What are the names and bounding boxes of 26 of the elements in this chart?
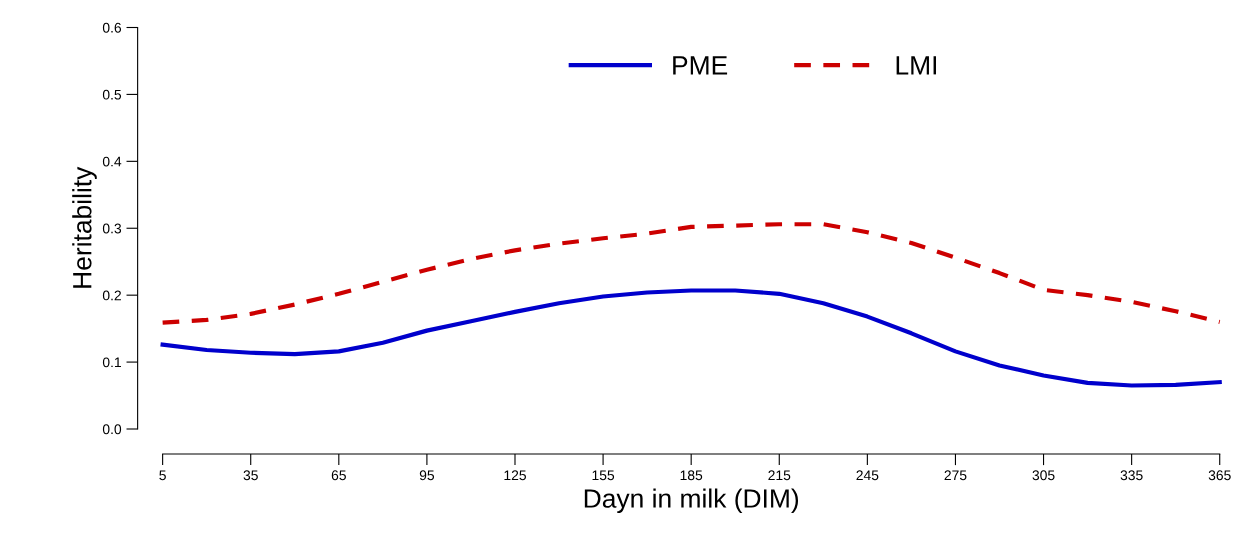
line-series <box>160 288 1222 388</box>
y-tick-label: 0.1 <box>102 357 121 368</box>
x-tick-label: 95 <box>419 470 435 481</box>
y-axis-title: Heritability <box>72 166 97 288</box>
x-tick-label: 5 <box>159 470 166 481</box>
legend-label: PME <box>673 56 728 75</box>
x-tick-label: 275 <box>944 470 967 481</box>
x-tick-label: 65 <box>331 470 346 481</box>
x-tick-label: 185 <box>680 470 703 481</box>
x-tick-label: 245 <box>856 470 879 481</box>
y-tick-label: 0.4 <box>102 156 122 167</box>
y-tick-label: 0.2 <box>102 290 121 301</box>
y-tick-label: 0.5 <box>102 89 122 100</box>
y-tick-label: 0.6 <box>102 22 122 33</box>
y-tick-label: 0.3 <box>102 223 122 234</box>
x-tick-label: 335 <box>1120 470 1143 481</box>
y-tick-label: 0.0 <box>102 424 122 435</box>
x-tick-label: 125 <box>504 470 526 481</box>
x-tick-label: 365 <box>1208 470 1231 481</box>
legend-label: LMI <box>896 56 937 75</box>
x-tick-label: 305 <box>1032 470 1055 481</box>
x-tick-label: 35 <box>243 470 258 481</box>
x-axis-title: Dayn in milk (DIM) <box>584 488 799 514</box>
line-series <box>160 222 1222 325</box>
x-tick-label: 155 <box>592 470 615 481</box>
x-tick-label: 215 <box>768 470 791 481</box>
